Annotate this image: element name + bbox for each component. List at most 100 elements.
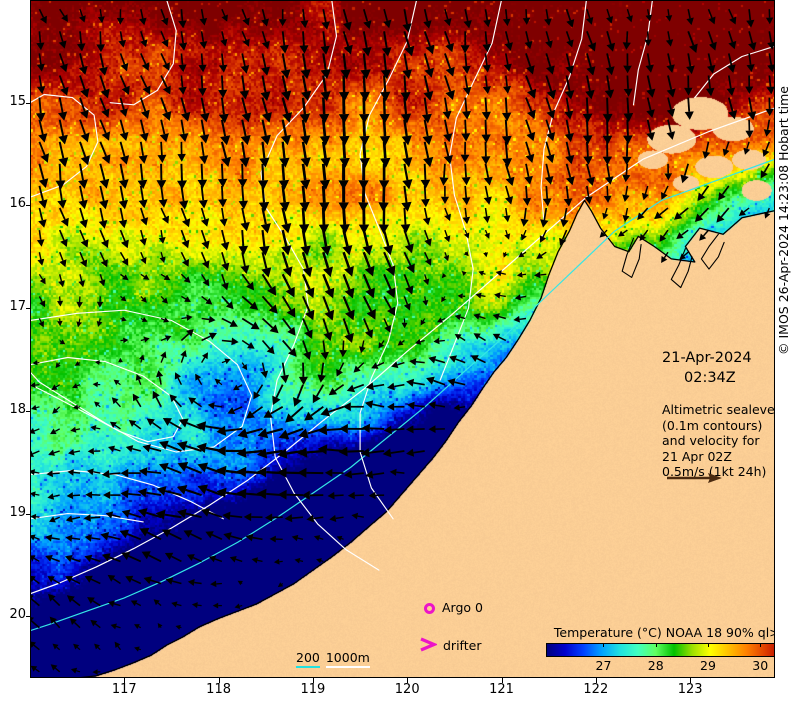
velocity-arrow [160, 335, 172, 342]
velocity-arrow [78, 274, 85, 288]
velocity-arrow [584, 185, 593, 205]
velocity-arrow [159, 462, 182, 474]
velocity-arrow [437, 317, 446, 323]
velocity-arrow [382, 448, 405, 458]
velocity-arrow [76, 296, 83, 308]
velocity-arrow [336, 535, 344, 541]
velocity-arrow [38, 296, 46, 308]
velocity-arrow [312, 384, 325, 404]
velocity-arrow [644, 31, 652, 47]
velocity-arrow [160, 317, 170, 323]
velocity-arrow [70, 667, 81, 674]
date-text: 21-Apr-2024 [662, 350, 752, 366]
velocity-arrow [49, 616, 61, 629]
velocity-arrow [84, 554, 101, 563]
velocity-arrow [544, 9, 552, 26]
velocity-arrow [158, 185, 168, 208]
velocity-arrow [525, 75, 537, 99]
velocity-arrow [160, 53, 170, 71]
velocity-arrow [359, 340, 366, 354]
velocity-arrow [565, 163, 575, 186]
velocity-arrow [623, 119, 633, 145]
velocity-arrow [58, 141, 69, 168]
velocity-arrow [361, 423, 385, 433]
velocity-arrow [383, 229, 394, 256]
velocity-arrow [694, 207, 710, 222]
argo-legend-label: Argo 0 [442, 600, 483, 615]
velocity-arrow [201, 508, 223, 519]
velocity-arrow [646, 75, 656, 98]
velocity-arrow [99, 251, 108, 268]
velocity-arrow [120, 489, 141, 499]
velocity-arrow [746, 9, 755, 28]
map-panel[interactable]: 21-Apr-2024 02:34Z Altimetric sealevel (… [30, 0, 775, 678]
velocity-arrow [320, 405, 344, 417]
velocity-arrow [208, 555, 223, 563]
velocity-arrow [118, 163, 129, 189]
velocity-arrow [364, 400, 385, 409]
velocity-arrow [748, 31, 757, 51]
velocity-arrow [454, 314, 466, 321]
velocity-arrow [503, 75, 512, 94]
velocity-arrow [68, 449, 81, 456]
velocity-arrow [180, 273, 191, 283]
sealevel-contour [30, 513, 144, 523]
velocity-arrow [120, 337, 129, 344]
velocity-arrow [606, 31, 616, 52]
velocity-arrow [264, 513, 283, 522]
velocity-arrow [339, 119, 350, 146]
velocity-arrow [30, 665, 40, 673]
velocity-arrow [175, 624, 182, 630]
velocity-arrow [360, 53, 371, 80]
velocity-arrow [140, 207, 149, 226]
velocity-arrow [171, 601, 182, 608]
velocity-arrow [362, 318, 374, 339]
bathymetry-legend: 200 1000m [296, 650, 370, 668]
velocity-arrow [666, 53, 675, 73]
velocity-arrow [460, 31, 470, 54]
velocity-arrow [407, 401, 425, 410]
bathymetry-200-label: 200 [296, 650, 320, 668]
velocity-arrow [101, 553, 121, 563]
velocity-arrow [221, 317, 238, 327]
velocity-arrow [680, 163, 690, 184]
y-tick-mark [26, 102, 31, 104]
velocity-arrow [37, 252, 45, 266]
velocity-arrow [645, 53, 654, 73]
velocity-arrow [358, 163, 369, 190]
velocity-arrows [30, 8, 775, 675]
velocity-arrow [361, 31, 372, 57]
velocity-arrow [686, 53, 695, 75]
velocity-arrow [99, 141, 111, 164]
velocity-arrow [90, 619, 101, 629]
velocity-arrow [481, 97, 491, 121]
velocity-arrow [342, 8, 352, 31]
velocity-arrow [195, 373, 203, 386]
velocity-arrow [199, 9, 208, 26]
velocity-arrow [564, 75, 575, 100]
velocity-arrow [78, 185, 88, 210]
velocity-arrow [338, 446, 364, 457]
velocity-arrow [273, 558, 283, 565]
velocity-arrow [50, 664, 61, 673]
velocity-arrow [187, 579, 202, 586]
velocity-arrow [504, 185, 514, 205]
velocity-arrow [216, 425, 243, 436]
velocity-arrow [32, 360, 40, 366]
velocity-arrow [281, 75, 292, 101]
velocity-arrow [684, 75, 693, 96]
velocity-arrow [697, 185, 710, 201]
annotation-line-3: and velocity for [662, 433, 760, 448]
velocity-arrow [482, 31, 492, 53]
velocity-arrow [159, 440, 182, 452]
velocity-arrow [140, 251, 147, 265]
velocity-arrow [646, 119, 655, 141]
velocity-arrow [716, 207, 730, 223]
velocity-arrow [738, 207, 750, 216]
velocity-arrow [55, 163, 66, 190]
velocity-arrow [484, 229, 490, 239]
velocity-arrow [534, 271, 547, 279]
velocity-arrow [79, 141, 90, 166]
velocity-arrow [261, 295, 278, 314]
velocity-arrow [78, 163, 88, 189]
